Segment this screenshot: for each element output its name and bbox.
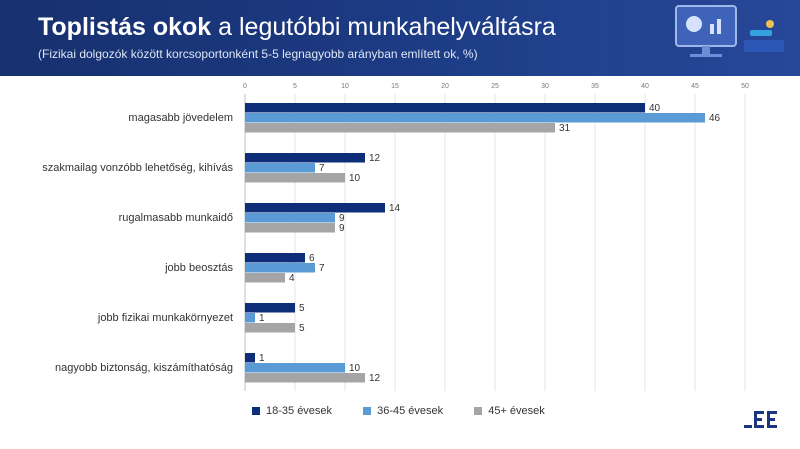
data-label: 9 (339, 213, 345, 224)
data-label: 7 (319, 263, 325, 274)
bar (245, 103, 645, 113)
legend-label: 45+ évesek (488, 405, 545, 417)
legend-label: 36-45 évesek (377, 405, 444, 417)
bar (245, 323, 295, 333)
bar (245, 273, 285, 283)
x-tick-label: 30 (541, 83, 549, 90)
x-tick-label: 35 (591, 83, 599, 90)
computer-illustration-icon (610, 0, 800, 76)
data-label: 12 (369, 153, 381, 164)
chart-legend: 18-35 évesek 36-45 évesek 45+ évesek (252, 405, 573, 418)
category-label: jobb beosztás (164, 262, 233, 274)
legend-swatch (474, 407, 483, 415)
legend-item-18-35: 18-35 évesek (252, 405, 332, 417)
x-tick-label: 15 (391, 83, 399, 90)
legend-swatch (363, 407, 372, 415)
category-label: rugalmasabb munkaidő (119, 212, 233, 224)
header-banner: Toplistás okok a legutóbbi munkahelyvált… (0, 0, 800, 76)
legend-item-45plus: 45+ évesek (474, 405, 545, 417)
bar (245, 263, 315, 273)
x-tick-label: 20 (441, 83, 449, 90)
category-label: magasabb jövedelem (128, 112, 233, 124)
x-tick-label: 25 (491, 83, 499, 90)
category-label: jobb fizikai munkakörnyezet (97, 312, 233, 324)
x-tick-label: 0 (243, 83, 247, 90)
data-label: 1 (259, 353, 265, 364)
bar (245, 123, 555, 133)
data-label: 10 (349, 363, 361, 374)
bar (245, 163, 315, 173)
legend-label: 18-35 évesek (266, 405, 333, 417)
data-label: 5 (299, 323, 305, 334)
data-label: 6 (309, 253, 315, 264)
bar (245, 313, 255, 323)
bar (245, 203, 385, 213)
data-label: 9 (339, 223, 345, 234)
title-rest: a legutóbbi munkahelyváltásra (211, 13, 556, 41)
x-tick-label: 45 (691, 83, 699, 90)
data-label: 10 (349, 173, 361, 184)
page-title: Toplistás okok a legutóbbi munkahelyvált… (38, 13, 556, 42)
category-label: szakmailag vonzóbb lehetőség, kihívás (42, 162, 233, 174)
data-label: 4 (289, 273, 295, 284)
bar (245, 253, 305, 263)
bar (245, 223, 335, 233)
bar (245, 363, 345, 373)
x-tick-label: 10 (341, 83, 349, 90)
x-tick-label: 5 (293, 83, 297, 90)
legend-swatch (252, 407, 260, 415)
data-label: 7 (319, 163, 325, 174)
category-label: nagyobb biztonság, kiszámíthatóság (55, 362, 233, 374)
data-label: 5 (299, 303, 305, 314)
data-label: 31 (559, 123, 571, 134)
data-label: 14 (389, 203, 401, 214)
bar (245, 303, 295, 313)
data-label: 46 (709, 113, 721, 124)
page-subtitle: (Fizikai dolgozók között korcsoportonkén… (38, 47, 478, 61)
bar (245, 353, 255, 363)
bar (245, 113, 705, 123)
logo-icon (744, 411, 777, 428)
data-label: 1 (259, 313, 265, 324)
title-bold: Toplistás okok (38, 13, 212, 41)
x-tick-label: 50 (741, 83, 749, 90)
bar (245, 373, 365, 383)
bar (245, 153, 365, 163)
x-tick-label: 40 (641, 83, 649, 90)
bar (245, 173, 345, 183)
data-label: 12 (369, 373, 381, 384)
legend-item-36-45: 36-45 évesek (363, 405, 443, 417)
bar (245, 213, 335, 223)
data-label: 40 (649, 103, 661, 114)
